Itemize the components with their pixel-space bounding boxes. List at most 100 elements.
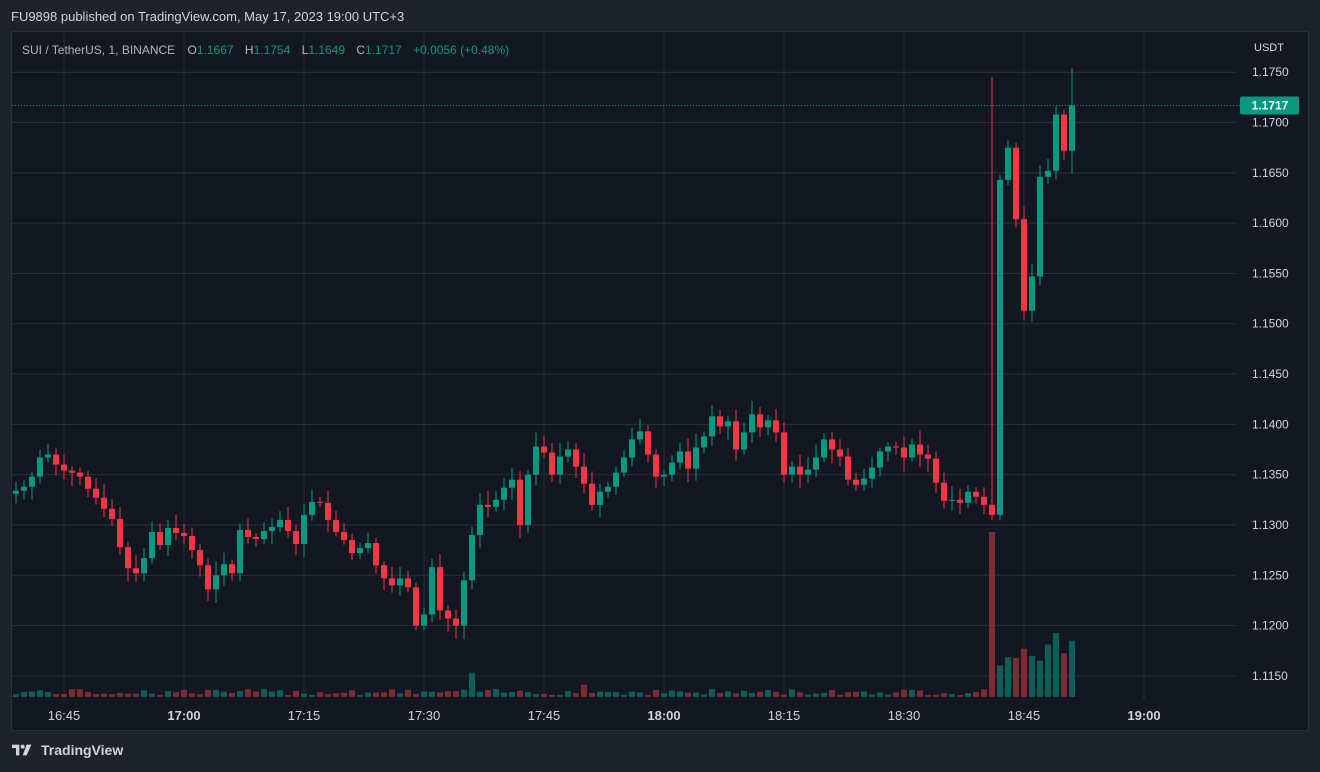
volume-bar xyxy=(853,691,859,697)
time-tick-label: 17:00 xyxy=(167,708,200,723)
candle-body xyxy=(661,474,667,477)
volume-bar xyxy=(901,689,907,697)
candle-body xyxy=(565,449,571,457)
symbol-label[interactable]: SUI / TetherUS, 1, BINANCE xyxy=(22,43,176,57)
volume-bar xyxy=(261,689,267,697)
volume-bar xyxy=(341,692,347,697)
open-label: O xyxy=(187,43,197,57)
candle-body xyxy=(413,587,419,626)
ohlc-legend: SUI / TetherUS, 1, BINANCE O1.1667 H1.17… xyxy=(22,43,517,57)
volume-bar xyxy=(861,691,867,697)
candle-body xyxy=(837,449,843,457)
tradingview-logo-icon xyxy=(12,744,32,756)
volume-bar xyxy=(45,692,51,697)
candle-body xyxy=(21,486,27,491)
candle-body xyxy=(869,467,875,479)
volume-bar xyxy=(293,690,299,697)
volume-bar xyxy=(1005,657,1011,697)
price-tick-label: 1.1500 xyxy=(1252,317,1289,331)
volume-bar xyxy=(965,693,971,697)
candle-body xyxy=(293,530,299,545)
volume-bar xyxy=(973,692,979,697)
candle-body xyxy=(221,564,227,576)
volume-bar xyxy=(85,691,91,697)
candle-body xyxy=(773,420,779,433)
volume-bar xyxy=(917,690,923,697)
candle-body xyxy=(357,548,363,554)
volume-bar xyxy=(61,693,67,697)
volume-bar xyxy=(69,689,75,697)
volume-bar xyxy=(541,693,547,697)
candle-body xyxy=(173,527,179,533)
volume-bar xyxy=(661,693,667,697)
price-tick-label: 1.1650 xyxy=(1252,166,1289,180)
candle-body xyxy=(29,476,35,487)
high-value: 1.1754 xyxy=(253,43,291,57)
volume-bar xyxy=(949,694,955,697)
tradingview-footer[interactable]: TradingView xyxy=(12,742,123,758)
volume-bar xyxy=(421,691,427,697)
candle-body xyxy=(1045,170,1051,177)
volume-bar xyxy=(253,691,259,697)
volume-bar xyxy=(77,689,83,697)
volume-bar xyxy=(133,693,139,697)
low-value: 1.1649 xyxy=(308,43,346,57)
volume-bar xyxy=(685,692,691,697)
candle-body xyxy=(509,479,515,488)
volume-bar xyxy=(13,694,19,697)
volume-bar xyxy=(549,694,555,697)
volume-bar xyxy=(373,692,379,697)
candle-body xyxy=(45,454,51,458)
candle-body xyxy=(197,550,203,566)
volume-bar xyxy=(349,690,355,697)
candle-body xyxy=(429,567,435,615)
volume-bar xyxy=(485,690,491,697)
volume-bar xyxy=(101,693,107,697)
volume-bar xyxy=(533,694,539,697)
candle-body xyxy=(101,497,107,509)
candle-body xyxy=(693,447,699,469)
volume-bar xyxy=(317,691,323,697)
candle-body xyxy=(349,540,355,554)
volume-bar xyxy=(933,694,939,697)
price-tick-label: 1.1150 xyxy=(1252,669,1288,683)
time-tick-label: 18:15 xyxy=(768,708,801,723)
volume-bar xyxy=(1069,640,1075,697)
candle-body xyxy=(957,499,963,503)
candle-body xyxy=(301,514,307,545)
candle-body xyxy=(1053,114,1059,171)
candle-body xyxy=(1069,105,1075,151)
volume-bar xyxy=(789,689,795,697)
volume-bar xyxy=(637,692,643,697)
volume-bar xyxy=(1021,648,1027,697)
candle-body xyxy=(717,416,723,427)
candle-body xyxy=(861,478,867,485)
volume-bar xyxy=(845,692,851,697)
candle-body xyxy=(317,501,323,503)
volume-bar xyxy=(149,693,155,697)
candle-body xyxy=(109,508,115,519)
time-tick-label: 19:00 xyxy=(1127,708,1160,723)
volume-bar xyxy=(581,684,587,697)
chart-pane[interactable] xyxy=(11,31,1309,731)
candle-body xyxy=(1029,276,1035,311)
volume-bar xyxy=(757,691,763,697)
candle-body xyxy=(133,568,139,574)
candle-body xyxy=(405,578,411,588)
candle-body xyxy=(829,439,835,450)
candle-body xyxy=(733,421,739,450)
candle-body xyxy=(813,457,819,470)
volume-bar xyxy=(525,692,531,697)
volume-bar xyxy=(333,693,339,697)
candle-body xyxy=(373,543,379,566)
volume-bar xyxy=(445,691,451,697)
candle-body xyxy=(157,531,163,546)
candle-body xyxy=(589,483,595,505)
volume-bar xyxy=(597,691,603,697)
candle-body xyxy=(925,454,931,459)
candle-body xyxy=(389,578,395,586)
volume-bar xyxy=(21,691,27,697)
price-tick-label: 1.1200 xyxy=(1252,619,1289,633)
volume-bar xyxy=(573,693,579,697)
